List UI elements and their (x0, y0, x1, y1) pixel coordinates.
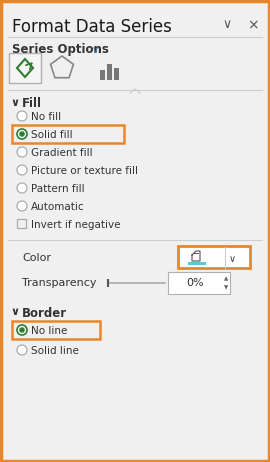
Circle shape (17, 325, 27, 335)
Text: Gradient fill: Gradient fill (31, 147, 93, 158)
Circle shape (17, 345, 27, 355)
Bar (188, 262, 206, 265)
Bar (107, 64, 112, 80)
Text: Color: Color (22, 253, 51, 263)
Text: ∨: ∨ (92, 45, 99, 55)
Text: Series Options: Series Options (12, 43, 109, 56)
Text: ∨: ∨ (10, 307, 19, 317)
Text: ∨: ∨ (229, 254, 236, 264)
Text: No line: No line (31, 326, 68, 335)
FancyBboxPatch shape (178, 246, 250, 268)
Bar (114, 68, 119, 80)
Text: ▲: ▲ (224, 276, 228, 281)
Circle shape (17, 201, 27, 211)
Text: Pattern fill: Pattern fill (31, 183, 85, 194)
Text: Fill: Fill (22, 97, 42, 110)
Bar (100, 70, 105, 80)
Text: No fill: No fill (31, 111, 61, 122)
Circle shape (17, 183, 27, 193)
Bar (17, 219, 26, 228)
Text: ▼: ▼ (224, 286, 228, 291)
Circle shape (17, 129, 27, 139)
Text: Automatic: Automatic (31, 201, 85, 212)
Circle shape (17, 147, 27, 157)
Text: ×: × (247, 18, 259, 32)
FancyBboxPatch shape (168, 272, 230, 294)
Circle shape (17, 111, 27, 121)
Text: Invert if negative: Invert if negative (31, 219, 120, 230)
Circle shape (17, 165, 27, 175)
Text: Picture or texture fill: Picture or texture fill (31, 165, 138, 176)
Text: Solid fill: Solid fill (31, 129, 73, 140)
Text: Solid line: Solid line (31, 346, 79, 355)
FancyBboxPatch shape (9, 53, 41, 83)
Text: Border: Border (22, 307, 67, 320)
Text: 0%: 0% (186, 279, 204, 288)
Text: ∨: ∨ (222, 18, 231, 31)
Circle shape (19, 131, 25, 137)
Text: ∨: ∨ (10, 98, 19, 108)
Circle shape (19, 327, 25, 333)
Text: Transparency: Transparency (22, 278, 96, 288)
Text: Format Data Series: Format Data Series (12, 18, 172, 36)
